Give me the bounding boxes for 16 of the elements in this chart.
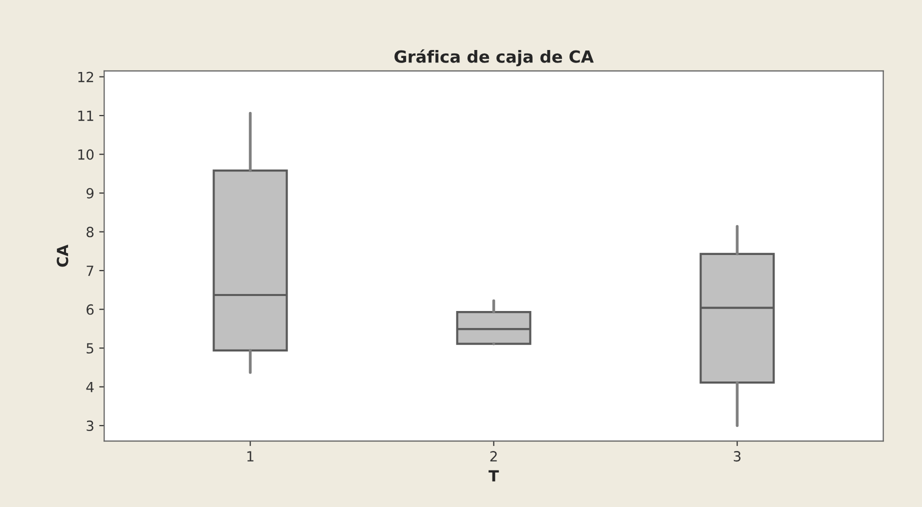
y-tick-label: 3 xyxy=(86,420,94,432)
x-tick-label: 3 xyxy=(734,451,740,462)
y-tick-label: 6 xyxy=(86,304,94,315)
y-tick-label: 9 xyxy=(86,188,94,199)
y-tick-label: 7 xyxy=(86,266,94,276)
y-tick-label: 11 xyxy=(78,110,94,121)
x-tick-label: 1 xyxy=(247,451,254,462)
y-tick-label: 10 xyxy=(78,149,94,160)
x-tick-label: 2 xyxy=(490,451,497,462)
y-tick-label: 8 xyxy=(86,226,94,238)
chart-title: Gráfica de caja de CA xyxy=(394,49,594,66)
y-tick-label: 5 xyxy=(86,343,94,354)
x-axis-title: T xyxy=(488,470,499,482)
y-tick-label: 12 xyxy=(78,72,94,82)
y-axis-title: CA xyxy=(56,244,68,267)
y-tick-label: 4 xyxy=(86,382,94,392)
